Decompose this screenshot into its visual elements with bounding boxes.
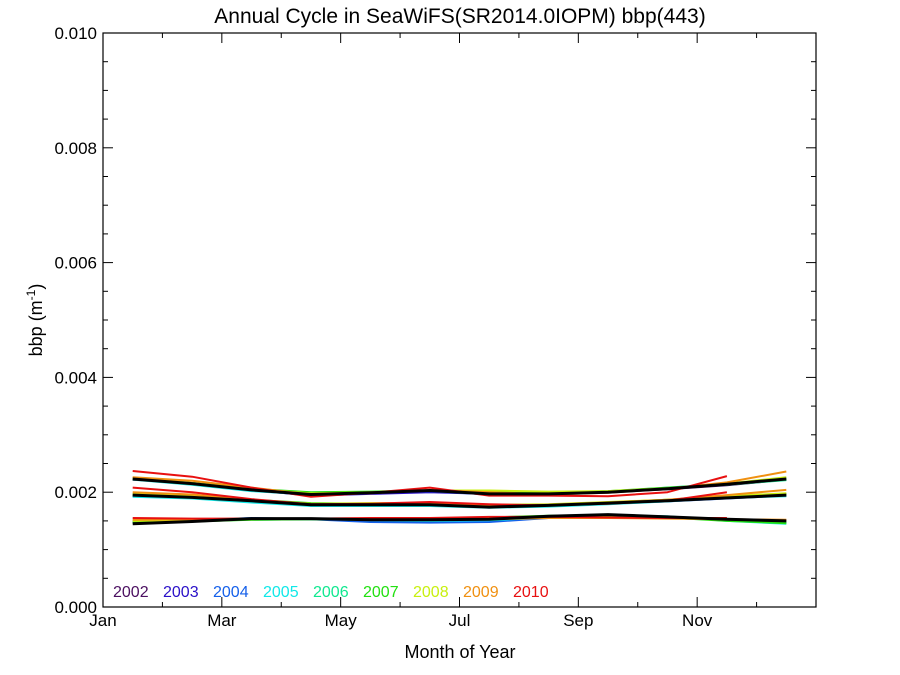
x-axis: Jan Mar May Jul Sep Nov	[89, 33, 817, 630]
legend-item-2008: 2008	[413, 584, 449, 601]
series-line-mean-middle	[132, 493, 787, 509]
x-tick-label: Sep	[563, 611, 593, 630]
series-line-2010-upper	[132, 470, 728, 498]
y-axis-label-main: bbp (m	[26, 300, 46, 356]
x-tick-label: Jan	[89, 611, 116, 630]
y-tick-label: 0.004	[54, 368, 97, 387]
y-tick-label: 0.008	[54, 139, 97, 158]
chart-title: Annual Cycle in SeaWiFS(SR2014.0IOPM) bb…	[214, 5, 705, 28]
x-tick-label: Jul	[449, 611, 471, 630]
legend-item-2006: 2006	[313, 584, 349, 601]
legend-item-2002: 2002	[113, 584, 149, 601]
x-axis-label: Month of Year	[404, 642, 515, 662]
series-line-mean-upper	[132, 477, 787, 496]
y-tick-label: 0.006	[54, 254, 97, 273]
x-tick-label: May	[325, 611, 358, 630]
legend-item-2005: 2005	[263, 584, 299, 601]
legend-item-2004: 2004	[213, 584, 249, 601]
y-axis-label-superscript: -1	[24, 289, 38, 300]
y-axis-label-close: )	[26, 284, 46, 290]
legend-item-2010: 2010	[513, 584, 549, 601]
y-axis: 0.000 0.002 0.004 0.006 0.008 0.010	[54, 24, 816, 617]
legend-item-2007: 2007	[363, 584, 399, 601]
y-tick-label: 0.010	[54, 24, 97, 43]
series-line-mean-lower	[132, 513, 787, 526]
y-tick-label: 0.000	[54, 598, 97, 617]
x-tick-label: Nov	[682, 611, 713, 630]
legend: 2002 2003 2004 2005 2006 2007 2008 2009 2010	[113, 584, 549, 601]
y-axis-label: bbp (m-1)	[24, 284, 46, 357]
x-tick-label: Mar	[207, 611, 237, 630]
legend-item-2003: 2003	[163, 584, 199, 601]
legend-item-2009: 2009	[463, 584, 499, 601]
y-tick-label: 0.002	[54, 483, 97, 502]
series-layer	[132, 470, 787, 526]
